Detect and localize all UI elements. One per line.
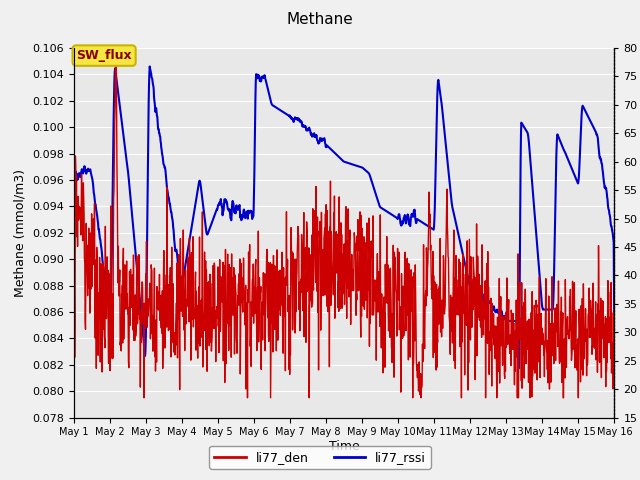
Legend: li77_den, li77_rssi: li77_den, li77_rssi	[209, 446, 431, 469]
Text: Methane: Methane	[287, 12, 353, 27]
Text: SW_flux: SW_flux	[76, 49, 132, 62]
Y-axis label: Methane (mmol/m3): Methane (mmol/m3)	[13, 169, 26, 297]
X-axis label: Time: Time	[328, 440, 360, 453]
